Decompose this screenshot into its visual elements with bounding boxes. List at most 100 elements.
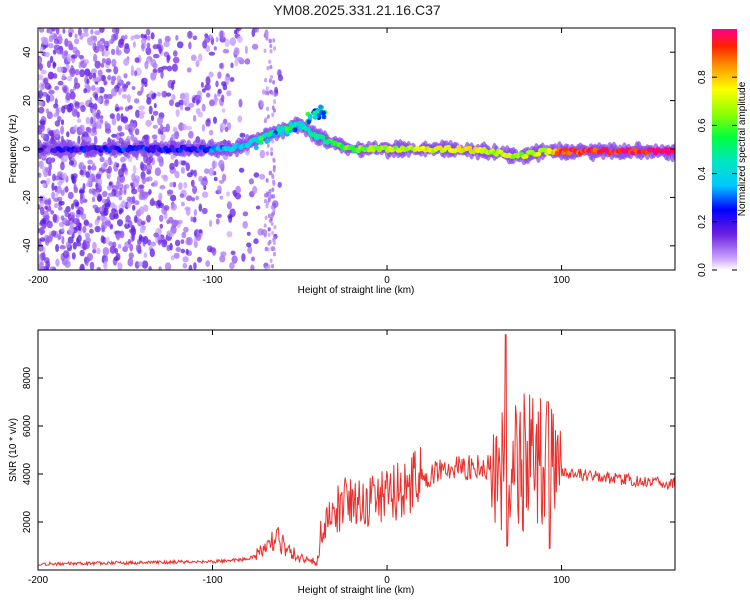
noise-speckle [217,185,222,195]
noise-speckle [188,130,194,139]
noise-speckle [169,99,174,106]
noise-speckle [166,65,173,72]
noise-speckle [200,81,204,88]
noise-speckle [270,75,273,80]
noise-speckle [100,62,105,68]
noise-speckle [141,176,147,185]
noise-speckle [157,116,163,126]
noise-speckle [192,35,198,41]
chart-title: YM08.2025.331.21.16.C37 [273,2,441,18]
noise-speckle [253,238,259,245]
noise-speckle [46,220,53,229]
noise-speckle [190,54,197,62]
noise-speckle [151,134,158,139]
noise-speckle [231,255,238,264]
noise-speckle [61,227,65,233]
noise-speckle [119,187,123,196]
noise-speckle [67,191,74,200]
noise-speckle [163,41,170,48]
noise-speckle [89,228,94,234]
noise-speckle [62,86,68,94]
noise-speckle [269,216,273,222]
y-tick-label: 8000 [22,366,33,389]
snr-series [38,334,675,567]
noise-speckle [87,159,93,165]
noise-speckle [65,40,73,47]
noise-speckle [138,105,145,111]
noise-speckle [132,165,137,174]
noise-speckle [170,194,177,202]
noise-speckle [201,191,209,198]
noise-speckle [138,110,146,116]
colorbar-tick-label: 0.2 [697,214,708,228]
colorbar: 0.0 0.2 0.4 0.6 0.8 Normalized spectral ampl… [697,29,748,277]
noise-speckle [251,28,256,38]
y-tick-label: 4000 [22,462,33,485]
noise-speckle [235,185,242,194]
noise-speckle [156,91,162,97]
noise-speckle [224,38,230,47]
noise-speckle [219,122,226,131]
noise-speckle [108,192,115,197]
noise-speckle [169,162,175,170]
noise-speckle [180,167,185,174]
noise-speckle [94,225,101,233]
noise-speckle [152,110,159,116]
noise-speckle [153,102,157,109]
noise-speckle [103,48,110,57]
noise-speckle [127,238,132,245]
noise-speckle [150,114,155,122]
noise-speckle [93,45,100,54]
noise-speckle [45,238,50,246]
noise-speckle [112,213,119,220]
noise-speckle [146,214,151,223]
snr-panel: -200 -100 0 100 2000 4000 6000 8000 Height of s… [8,329,676,596]
noise-speckle [56,185,62,194]
noise-speckle [201,88,206,93]
noise-speckle [59,47,64,55]
noise-speckle [253,172,260,178]
noise-speckle [98,206,105,213]
noise-speckle [265,151,269,156]
y-tick-label: 6000 [22,414,33,437]
noise-speckle [83,32,89,37]
noise-speckle [40,133,46,139]
noise-speckle [43,78,47,85]
noise-speckle [132,204,136,211]
noise-speckle [52,213,58,223]
noise-speckle [82,183,86,190]
noise-speckle [134,70,138,77]
noise-speckle [92,241,97,251]
noise-speckle [181,231,187,239]
noise-speckle [273,252,276,257]
noise-speckle [51,182,55,191]
noise-speckle [83,28,89,34]
noise-speckle [172,126,178,133]
snr-axis-ticks: -200 -100 0 100 2000 4000 6000 8000 [22,330,675,586]
noise-speckle [67,107,72,113]
noise-speckle [172,56,180,64]
noise-speckle [118,196,123,201]
noise-speckle [131,232,135,242]
noise-speckle [44,199,51,205]
noise-speckle [271,139,275,144]
noise-speckle [101,58,106,64]
noise-speckle [57,181,63,187]
noise-speckle [83,59,89,65]
noise-speckle [213,97,219,102]
noise-speckle [237,115,243,123]
noise-speckle [79,192,84,200]
noise-speckle [67,75,72,82]
noise-speckle [84,232,91,239]
noise-speckle [137,90,143,96]
noise-speckle [56,196,63,202]
noise-speckle [51,191,55,200]
noise-speckle [90,116,94,125]
noise-speckle [55,244,60,252]
noise-speckle [109,38,115,45]
noise-speckle [198,229,203,234]
noise-speckle [185,248,189,255]
noise-speckle [38,106,45,114]
noise-speckle [229,262,235,270]
noise-speckle [159,223,164,229]
